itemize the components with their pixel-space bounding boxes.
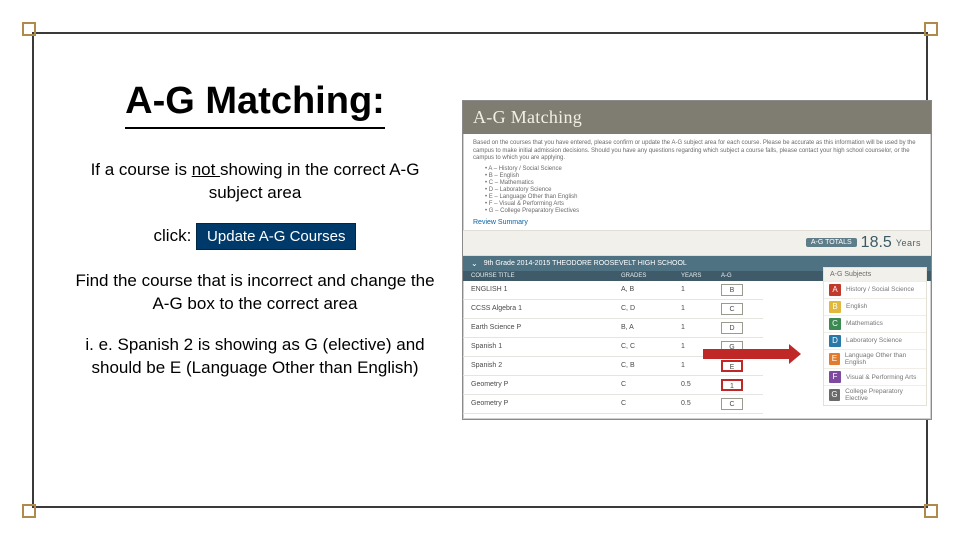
- legend-letter-badge: B: [829, 301, 841, 313]
- cell-grades: C: [621, 400, 681, 407]
- cell-course-title: Geometry P: [471, 400, 621, 407]
- ag-select-box[interactable]: C: [721, 303, 743, 315]
- instruction-line-2: Find the course that is incorrect and ch…: [70, 270, 440, 316]
- table-row: CCSS Algebra 1C, D1C: [463, 300, 763, 319]
- cell-course-title: Spanish 1: [471, 343, 621, 350]
- col-grades: GRADES: [621, 273, 681, 279]
- cell-grades: C: [621, 381, 681, 388]
- ag-totals-unit: Years: [896, 238, 921, 248]
- course-rows-container: ENGLISH 1A, B1BCCSS Algebra 1C, D1CEarth…: [463, 281, 763, 414]
- ag-category-item: • A – History / Social Science: [485, 166, 921, 172]
- cell-ag: 1: [721, 379, 761, 391]
- instruction-line-1: If a course is not showing in the correc…: [70, 159, 440, 205]
- ag-select-box[interactable]: C: [721, 398, 743, 410]
- legend-row: G College Preparatory Elective: [824, 385, 926, 404]
- grade-band-label: 9th Grade 2014-2015 THEODORE ROOSEVELT H…: [484, 260, 687, 267]
- ag-category-item: • D – Laboratory Science: [485, 187, 921, 193]
- legend-row: C Mathematics: [824, 315, 926, 332]
- legend-label: Language Other than English: [845, 352, 921, 366]
- callout-arrow-icon: [703, 349, 791, 359]
- cell-course-title: ENGLISH 1: [471, 286, 621, 293]
- cell-grades: C, D: [621, 305, 681, 312]
- legend-label: Laboratory Science: [846, 337, 902, 344]
- click-label: click:: [154, 226, 192, 245]
- legend-row: D Laboratory Science: [824, 332, 926, 349]
- table-row: Earth Science PB, A1D: [463, 319, 763, 338]
- page-title: A-G Matching:: [125, 80, 385, 129]
- legend-label: English: [846, 303, 867, 310]
- cell-years: 1: [681, 286, 721, 293]
- cell-course-title: Earth Science P: [471, 324, 621, 331]
- table-row: Spanish 2C, B1E: [463, 357, 763, 376]
- cell-grades: B, A: [621, 324, 681, 331]
- cell-course-title: Spanish 2: [471, 362, 621, 369]
- table-row: Geometry PC0.5C: [463, 395, 763, 414]
- corner-decoration: [924, 22, 938, 36]
- ag-select-box[interactable]: 1: [721, 379, 743, 391]
- corner-decoration: [22, 504, 36, 518]
- table-row: ENGLISH 1A, B1B: [463, 281, 763, 300]
- cell-ag: E: [721, 360, 761, 372]
- screenshot-header: A-G Matching: [463, 101, 931, 134]
- legend-row: B English: [824, 298, 926, 315]
- cell-grades: C, B: [621, 362, 681, 369]
- ag-category-item: • B – English: [485, 173, 921, 179]
- ag-select-box[interactable]: D: [721, 322, 743, 334]
- legend-label: College Preparatory Elective: [845, 388, 921, 402]
- cell-ag: B: [721, 284, 761, 296]
- ag-category-item: • C – Mathematics: [485, 180, 921, 186]
- instruction-line-3: i. e. Spanish 2 is showing as G (electiv…: [70, 334, 440, 380]
- cell-ag: D: [721, 322, 761, 334]
- cell-ag: C: [721, 398, 761, 410]
- legend-label: Mathematics: [846, 320, 883, 327]
- col-ag: A-G: [721, 273, 761, 279]
- legend-label: Visual & Performing Arts: [846, 374, 916, 381]
- table-row: Geometry PC0.51: [463, 376, 763, 395]
- corner-decoration: [22, 22, 36, 36]
- ag-category-list: • A – History / Social Science• B – Engl…: [463, 166, 931, 219]
- legend-row: E Language Other than English: [824, 349, 926, 368]
- text-fragment: If a course is: [91, 160, 192, 179]
- cell-ag: C: [721, 303, 761, 315]
- legend-row: F Visual & Performing Arts: [824, 368, 926, 385]
- legend-letter-badge: D: [829, 335, 841, 347]
- cell-years: 0.5: [681, 400, 721, 407]
- ag-totals-value: 18.5: [861, 234, 892, 252]
- ag-matching-screenshot: A-G Matching Based on the courses that y…: [462, 100, 932, 420]
- ag-category-item: • G – College Preparatory Electives: [485, 208, 921, 214]
- ag-subjects-legend: A-G Subjects AHistory / Social ScienceBE…: [823, 267, 927, 406]
- ag-select-box[interactable]: B: [721, 284, 743, 296]
- col-years: YEARS: [681, 273, 721, 279]
- legend-letter-badge: G: [829, 389, 840, 401]
- ag-totals-bar: A-G TOTALS 18.5 Years: [463, 230, 931, 256]
- legend-label: History / Social Science: [846, 286, 914, 293]
- cell-grades: A, B: [621, 286, 681, 293]
- legend-letter-badge: F: [829, 371, 841, 383]
- ag-category-item: • F – Visual & Performing Arts: [485, 201, 921, 207]
- update-ag-courses-button[interactable]: Update A-G Courses: [196, 223, 356, 250]
- legend-title: A-G Subjects: [824, 268, 926, 281]
- legend-row: A History / Social Science: [824, 281, 926, 298]
- click-instruction: click: Update A-G Courses: [70, 223, 440, 250]
- screenshot-intro-text: Based on the courses that you have enter…: [463, 134, 931, 165]
- cell-course-title: Geometry P: [471, 381, 621, 388]
- corner-decoration: [924, 504, 938, 518]
- chevron-down-icon: ⌄: [471, 259, 478, 268]
- legend-letter-badge: C: [829, 318, 841, 330]
- cell-years: 0.5: [681, 381, 721, 388]
- cell-course-title: CCSS Algebra 1: [471, 305, 621, 312]
- review-summary-link[interactable]: Review Summary: [463, 219, 931, 230]
- legend-letter-badge: A: [829, 284, 841, 296]
- cell-grades: C, C: [621, 343, 681, 350]
- legend-letter-badge: E: [829, 353, 840, 365]
- col-course-title: COURSE TITLE: [471, 273, 621, 279]
- text-fragment: showing in the correct A-G subject area: [209, 160, 420, 202]
- text-emphasis-not: not: [192, 160, 220, 179]
- ag-totals-chip: A-G TOTALS: [806, 238, 857, 247]
- cell-years: 1: [681, 324, 721, 331]
- cell-years: 1: [681, 305, 721, 312]
- ag-category-item: • E – Language Other than English: [485, 194, 921, 200]
- cell-years: 1: [681, 362, 721, 369]
- ag-select-box[interactable]: E: [721, 360, 743, 372]
